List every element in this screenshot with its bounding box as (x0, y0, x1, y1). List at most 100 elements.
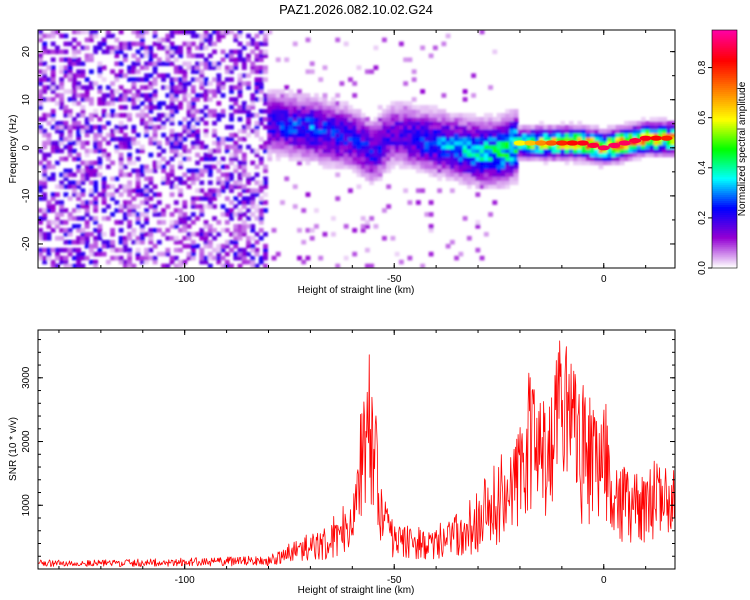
heatmap-cell (488, 152, 493, 158)
heatmap-cell (466, 128, 472, 134)
heatmap-cell (54, 192, 60, 197)
heatmap-cell (67, 61, 73, 66)
heatmap-cell (88, 37, 94, 43)
heatmap-cell (190, 220, 196, 225)
heatmap-cell (415, 188, 421, 193)
heatmap-cell (258, 160, 264, 166)
heatmap-cell (483, 176, 489, 182)
heatmap-cell (318, 160, 324, 166)
heatmap-cell (178, 176, 183, 182)
heatmap-cell (466, 124, 472, 130)
heatmap-cell (573, 124, 578, 130)
heatmap-cell (199, 85, 205, 90)
heatmap-cell (560, 120, 566, 126)
heatmap-cell (59, 184, 65, 189)
heatmap-cell (139, 65, 145, 70)
heatmap-cell (556, 124, 561, 130)
heatmap-cell (144, 188, 150, 193)
heatmap-cell (373, 164, 379, 170)
heatmap-cell (118, 30, 124, 35)
heatmap-cell (84, 85, 90, 90)
heatmap-cell (428, 105, 434, 110)
heatmap-cell (292, 156, 298, 162)
heatmap-cell (63, 208, 69, 213)
heatmap-y-tick-label: 0 (21, 145, 32, 151)
heatmap-cell (275, 128, 281, 134)
heatmap-cell (534, 136, 540, 142)
heatmap-cell (292, 144, 298, 150)
heatmap-cell (165, 93, 171, 98)
colorbar-segment (712, 222, 737, 225)
heatmap-cell (241, 204, 247, 209)
colorbar-segment (712, 234, 737, 237)
heatmap-cell (101, 188, 107, 193)
heatmap-cell (241, 196, 247, 201)
heatmap-cell (84, 97, 90, 102)
heatmap-cell (331, 152, 336, 158)
heatmap-cell (441, 152, 447, 158)
heatmap-cell (199, 235, 205, 241)
heatmap-cell (101, 136, 107, 142)
heatmap-cell (258, 97, 264, 102)
heatmap-cell (331, 216, 336, 221)
heatmap-cell (131, 65, 137, 70)
heatmap-cell (547, 124, 553, 130)
heatmap-cell (509, 148, 515, 154)
heatmap-cell (93, 259, 99, 265)
heatmap-cell (118, 239, 124, 245)
heatmap-cell (237, 30, 243, 35)
heatmap-cell (369, 156, 375, 162)
heatmap-cell (161, 113, 166, 118)
heatmap-cell (71, 255, 77, 261)
heatmap-cell (148, 120, 154, 126)
heatmap-cell (475, 180, 481, 185)
heatmap-cell (46, 232, 52, 237)
heatmap-cell (343, 41, 349, 47)
heatmap-cell (182, 73, 188, 78)
heatmap-cell (263, 255, 268, 261)
heatmap-cell (381, 116, 387, 122)
heatmap-cell (568, 132, 574, 138)
colorbar-segment (712, 172, 737, 176)
heatmap-cell (619, 148, 625, 154)
heatmap-cell (97, 128, 103, 134)
heatmap-cell (619, 144, 625, 150)
heatmap-cell (360, 120, 366, 126)
heatmap-cell (386, 132, 392, 138)
heatmap-cell (445, 144, 451, 150)
heatmap-cell (331, 97, 336, 102)
heatmap-cell (63, 263, 69, 268)
heatmap-cell (148, 85, 154, 90)
heatmap-cell (670, 140, 675, 146)
heatmap-cell (454, 124, 460, 130)
heatmap-cell (199, 69, 205, 74)
heatmap-cell (165, 85, 171, 90)
heatmap-cell (254, 89, 260, 94)
heatmap-cell (50, 263, 56, 268)
heatmap-cell (483, 113, 489, 118)
heatmap-cell (161, 263, 166, 268)
heatmap-cell (254, 113, 260, 118)
heatmap-cell (212, 255, 217, 261)
heatmap-cell (339, 116, 345, 122)
colorbar-segment (712, 71, 737, 75)
heatmap-cell (305, 101, 311, 106)
heatmap-cell (88, 164, 94, 170)
heatmap-cell (254, 57, 260, 63)
heatmap-cell (84, 132, 90, 138)
heatmap-cell (471, 176, 477, 182)
heatmap-cell (139, 172, 145, 178)
heatmap-cell (263, 208, 268, 213)
heatmap-cell (415, 113, 421, 118)
heatmap-cell (369, 164, 375, 170)
heatmap-cell (38, 33, 43, 39)
heatmap-cell (343, 124, 349, 130)
heatmap-cell (152, 168, 158, 174)
heatmap-cell (488, 132, 493, 138)
heatmap-cell (360, 228, 366, 233)
heatmap-cell (173, 239, 179, 245)
heatmap-cell (394, 124, 400, 130)
heatmap-cell (93, 136, 99, 142)
heatmap-cell (335, 113, 341, 118)
heatmap-cell (386, 184, 392, 189)
